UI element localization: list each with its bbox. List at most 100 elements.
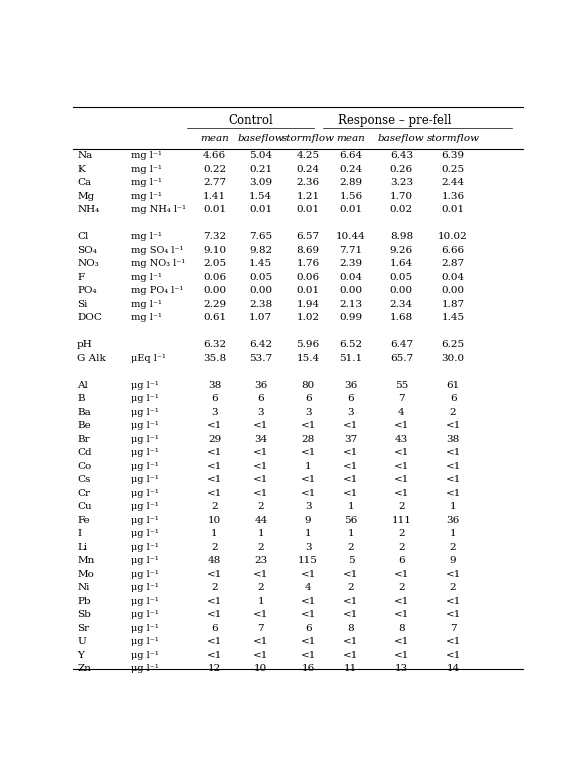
Text: 36: 36: [446, 516, 460, 525]
Text: 1.68: 1.68: [390, 313, 413, 322]
Text: <1: <1: [253, 638, 268, 646]
Text: <1: <1: [207, 638, 222, 646]
Text: Si: Si: [77, 300, 88, 308]
Text: 0.61: 0.61: [203, 313, 226, 322]
Text: 16: 16: [302, 665, 315, 673]
Text: <1: <1: [253, 570, 268, 579]
Text: 2: 2: [347, 543, 354, 552]
Text: 3.09: 3.09: [249, 178, 272, 187]
Text: <1: <1: [300, 610, 316, 619]
Text: mg l⁻¹: mg l⁻¹: [131, 273, 162, 281]
Text: Al: Al: [77, 381, 88, 389]
Text: 1.94: 1.94: [296, 300, 320, 308]
Text: 2: 2: [398, 502, 404, 511]
Text: <1: <1: [207, 421, 222, 430]
Text: 2.39: 2.39: [339, 259, 363, 268]
Text: <1: <1: [343, 475, 358, 484]
Text: Cr: Cr: [77, 489, 90, 498]
Text: μg l⁻¹: μg l⁻¹: [131, 651, 159, 660]
Text: 1.07: 1.07: [249, 313, 272, 322]
Text: <1: <1: [394, 475, 409, 484]
Text: 23: 23: [254, 556, 267, 565]
Text: Control: Control: [228, 114, 273, 127]
Text: μg l⁻¹: μg l⁻¹: [131, 475, 159, 484]
Text: 5.96: 5.96: [296, 340, 320, 349]
Text: 1.64: 1.64: [390, 259, 413, 268]
Text: 6.57: 6.57: [296, 232, 320, 241]
Text: 6: 6: [450, 394, 457, 403]
Text: 2: 2: [450, 543, 457, 552]
Text: 13: 13: [394, 665, 408, 673]
Text: <1: <1: [253, 462, 268, 471]
Text: 0.26: 0.26: [390, 165, 413, 173]
Text: 0.01: 0.01: [249, 205, 272, 214]
Text: 6.52: 6.52: [339, 340, 363, 349]
Text: 0.01: 0.01: [339, 205, 363, 214]
Text: 7.32: 7.32: [203, 232, 226, 241]
Text: 0.04: 0.04: [339, 273, 363, 281]
Text: 7.71: 7.71: [339, 246, 363, 254]
Text: 6.39: 6.39: [442, 151, 465, 160]
Text: 2: 2: [257, 543, 264, 552]
Text: Cl: Cl: [77, 232, 88, 241]
Text: Y: Y: [77, 651, 84, 660]
Text: μg l⁻¹: μg l⁻¹: [131, 462, 159, 471]
Text: NH₄: NH₄: [77, 205, 99, 214]
Text: Sb: Sb: [77, 610, 91, 619]
Text: 0.24: 0.24: [339, 165, 363, 173]
Text: <1: <1: [300, 475, 316, 484]
Text: 1.76: 1.76: [296, 259, 320, 268]
Text: <1: <1: [300, 570, 316, 579]
Text: 3: 3: [347, 408, 354, 416]
Text: Co: Co: [77, 462, 91, 471]
Text: <1: <1: [253, 489, 268, 498]
Text: 1: 1: [450, 502, 457, 511]
Text: μEq l⁻¹: μEq l⁻¹: [131, 354, 166, 362]
Text: 0.06: 0.06: [203, 273, 226, 281]
Text: Ca: Ca: [77, 178, 91, 187]
Text: μg l⁻¹: μg l⁻¹: [131, 516, 159, 525]
Text: 9.26: 9.26: [390, 246, 413, 254]
Text: <1: <1: [446, 610, 461, 619]
Text: μg l⁻¹: μg l⁻¹: [131, 665, 159, 673]
Text: 10: 10: [254, 665, 267, 673]
Text: 2: 2: [398, 529, 404, 538]
Text: 0.22: 0.22: [203, 165, 226, 173]
Text: Zn: Zn: [77, 665, 91, 673]
Text: 6.66: 6.66: [442, 246, 465, 254]
Text: 38: 38: [446, 435, 460, 444]
Text: Ba: Ba: [77, 408, 91, 416]
Text: <1: <1: [300, 597, 316, 606]
Text: <1: <1: [300, 421, 316, 430]
Text: F: F: [77, 273, 84, 281]
Text: μg l⁻¹: μg l⁻¹: [131, 624, 159, 633]
Text: 0.00: 0.00: [390, 286, 413, 295]
Text: U: U: [77, 638, 86, 646]
Text: 1.41: 1.41: [203, 192, 226, 200]
Text: NO₃: NO₃: [77, 259, 99, 268]
Text: μg l⁻¹: μg l⁻¹: [131, 394, 159, 403]
Text: 0.00: 0.00: [249, 286, 272, 295]
Text: 51.1: 51.1: [339, 354, 363, 362]
Text: <1: <1: [394, 651, 409, 660]
Text: 2.34: 2.34: [390, 300, 413, 308]
Text: 9.82: 9.82: [249, 246, 272, 254]
Text: 6: 6: [257, 394, 264, 403]
Text: mg NH₄ l⁻¹: mg NH₄ l⁻¹: [131, 205, 186, 214]
Text: 2.29: 2.29: [203, 300, 226, 308]
Text: Mo: Mo: [77, 570, 94, 579]
Text: 1.87: 1.87: [442, 300, 465, 308]
Text: Response – pre-fell: Response – pre-fell: [338, 114, 451, 127]
Text: <1: <1: [446, 448, 461, 457]
Text: 2: 2: [257, 502, 264, 511]
Text: 7: 7: [398, 394, 404, 403]
Text: 3: 3: [211, 408, 218, 416]
Text: 0.00: 0.00: [442, 286, 465, 295]
Text: 1.56: 1.56: [339, 192, 363, 200]
Text: 2: 2: [211, 543, 218, 552]
Text: 1.70: 1.70: [390, 192, 413, 200]
Text: 0.06: 0.06: [296, 273, 320, 281]
Text: 34: 34: [254, 435, 267, 444]
Text: 10.02: 10.02: [438, 232, 468, 241]
Text: <1: <1: [446, 421, 461, 430]
